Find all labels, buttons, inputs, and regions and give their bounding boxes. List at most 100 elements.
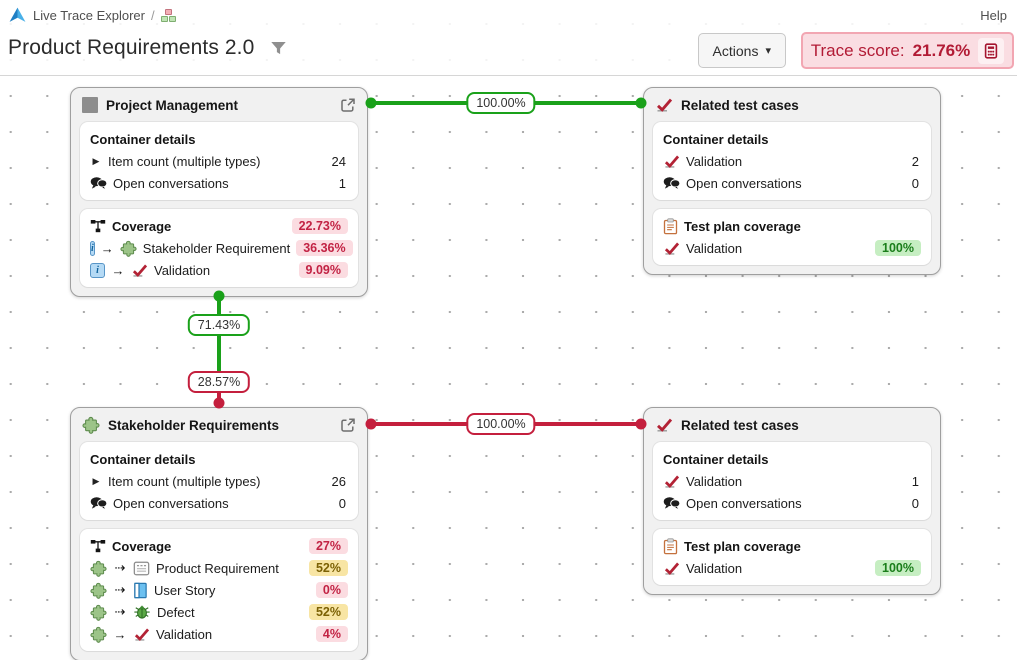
disclosure-triangle-icon[interactable]: ▶ bbox=[92, 155, 100, 166]
connector-endpoint bbox=[213, 397, 225, 409]
connector-label-bottom[interactable]: 100.00% bbox=[466, 413, 536, 435]
container-details-section: Container details ▶ Item count (multiple… bbox=[80, 122, 358, 200]
coverage-trace-icon bbox=[90, 219, 106, 233]
arrow-icon: → bbox=[113, 626, 127, 642]
validation-check-icon bbox=[663, 241, 680, 256]
validation-check-icon bbox=[655, 97, 673, 113]
breadcrumb: Live Trace Explorer / bbox=[8, 6, 177, 25]
card-title: Project Management bbox=[106, 97, 239, 113]
conversations-icon bbox=[663, 176, 680, 190]
coverage-badge: 0% bbox=[315, 582, 348, 598]
connector-endpoint bbox=[635, 97, 647, 109]
detail-row: ▶ Item count (multiple types) 24 bbox=[90, 150, 348, 172]
container-details-section: Container details ▶ Item count (multiple… bbox=[80, 442, 358, 520]
coverage-row: → Validation 4% bbox=[90, 623, 348, 645]
conversations-icon bbox=[90, 496, 107, 510]
header: Live Trace Explorer / Help Product Requi… bbox=[0, 0, 1017, 76]
coverage-row: i → Validation 9.09% bbox=[90, 259, 348, 281]
test-plan-clipboard-icon bbox=[663, 217, 678, 235]
validation-check-icon bbox=[655, 417, 673, 433]
section-heading: Container details bbox=[663, 131, 769, 147]
stakeholder-puzzle-icon bbox=[90, 560, 107, 577]
coverage-row: ⇢ Defect 52% bbox=[90, 601, 348, 623]
connector-label-vertical-upper[interactable]: 71.43% bbox=[187, 314, 251, 336]
section-heading: Test plan coverage bbox=[684, 218, 801, 234]
coverage-badge: 36.36% bbox=[296, 240, 353, 256]
section-heading: Container details bbox=[90, 131, 196, 147]
detail-row: Open conversations 1 bbox=[90, 172, 348, 194]
test-plan-coverage-section: Test plan coverage Validation 100% bbox=[653, 529, 931, 585]
actions-button[interactable]: Actions ▾ bbox=[697, 33, 786, 68]
open-in-new-icon[interactable] bbox=[340, 417, 356, 433]
card-project-management: Project Management Container details ▶ I… bbox=[70, 87, 368, 297]
connector-line-vertical-lower bbox=[217, 382, 221, 405]
row-value: 24 bbox=[331, 153, 346, 169]
dashed-arrow-icon: ⇢ bbox=[114, 582, 126, 597]
connector-label-vertical-lower[interactable]: 28.57% bbox=[187, 371, 251, 393]
component-icon[interactable] bbox=[161, 9, 177, 22]
detail-row: Open conversations 0 bbox=[663, 172, 921, 194]
test-plan-coverage-section: Test plan coverage Validation 100% bbox=[653, 209, 931, 265]
breadcrumb-app-name[interactable]: Live Trace Explorer bbox=[33, 8, 145, 23]
connector-endpoint bbox=[365, 418, 377, 430]
help-link[interactable]: Help bbox=[980, 8, 1007, 23]
trace-score-value: 21.76% bbox=[912, 40, 971, 60]
validation-check-icon bbox=[131, 263, 148, 278]
calculator-icon[interactable] bbox=[978, 37, 1005, 64]
coverage-row: i → Stakeholder Requirement 36.36% bbox=[90, 237, 353, 259]
chevron-down-icon: ▾ bbox=[765, 45, 771, 57]
user-story-icon bbox=[133, 582, 148, 599]
filter-funnel-icon[interactable] bbox=[270, 40, 287, 56]
row-value: 0 bbox=[911, 175, 919, 191]
section-heading: Container details bbox=[663, 451, 769, 467]
coverage-badge: 27% bbox=[308, 538, 348, 554]
product-requirement-icon bbox=[133, 560, 150, 577]
stakeholder-puzzle-icon bbox=[90, 604, 107, 621]
row-value: 2 bbox=[911, 153, 919, 169]
row-value: 0 bbox=[338, 495, 346, 511]
coverage-section: Coverage 22.73% i → Stakeholder Requirem… bbox=[80, 209, 358, 287]
defect-bug-icon bbox=[133, 604, 151, 620]
card-stakeholder-requirements: Stakeholder Requirements Container detai… bbox=[70, 407, 368, 660]
card-title: Related test cases bbox=[681, 417, 799, 433]
info-icon: i bbox=[90, 240, 95, 256]
coverage-badge: 9.09% bbox=[298, 262, 348, 278]
section-heading: Coverage bbox=[112, 538, 172, 554]
card-title: Related test cases bbox=[681, 97, 799, 113]
coverage-row: Validation 100% bbox=[663, 237, 921, 259]
container-details-section: Container details Validation 1 Open conv… bbox=[653, 442, 931, 520]
coverage-badge: 52% bbox=[308, 604, 348, 620]
card-related-test-cases-top: Related test cases Container details Val… bbox=[643, 87, 941, 275]
connector-endpoint bbox=[213, 290, 225, 302]
arrow-icon: → bbox=[111, 262, 125, 278]
coverage-trace-icon bbox=[90, 539, 106, 553]
connector-endpoint bbox=[365, 97, 377, 109]
actions-button-label: Actions bbox=[712, 42, 759, 59]
validation-check-icon bbox=[663, 561, 680, 576]
conversations-icon bbox=[90, 176, 107, 190]
connector-line-vertical-upper bbox=[217, 295, 221, 383]
card-title: Stakeholder Requirements bbox=[108, 417, 280, 433]
connector-endpoint bbox=[635, 418, 647, 430]
validation-check-icon bbox=[663, 474, 680, 489]
card-related-test-cases-bottom: Related test cases Container details Val… bbox=[643, 407, 941, 595]
coverage-row: Validation 100% bbox=[663, 557, 921, 579]
coverage-badge: 100% bbox=[875, 240, 921, 256]
coverage-row: ⇢ User Story 0% bbox=[90, 579, 348, 601]
stakeholder-puzzle-icon bbox=[90, 582, 107, 599]
trace-score-badge: Trace score: 21.76% bbox=[801, 32, 1014, 69]
validation-check-icon bbox=[663, 154, 680, 169]
trace-score-label: Trace score: bbox=[810, 40, 905, 60]
detail-row: Open conversations 0 bbox=[90, 492, 348, 514]
stakeholder-puzzle-icon bbox=[120, 240, 137, 257]
open-in-new-icon[interactable] bbox=[340, 97, 356, 113]
row-value: 1 bbox=[338, 175, 346, 191]
connector-label-top[interactable]: 100.00% bbox=[466, 92, 536, 114]
disclosure-triangle-icon[interactable]: ▶ bbox=[92, 475, 100, 486]
coverage-section: Coverage 27% ⇢ Product Requirement 52% ⇢… bbox=[80, 529, 358, 651]
dashed-arrow-icon: ⇢ bbox=[114, 604, 126, 619]
test-plan-clipboard-icon bbox=[663, 537, 678, 555]
breadcrumb-separator: / bbox=[151, 8, 155, 23]
section-heading: Coverage bbox=[112, 218, 172, 234]
